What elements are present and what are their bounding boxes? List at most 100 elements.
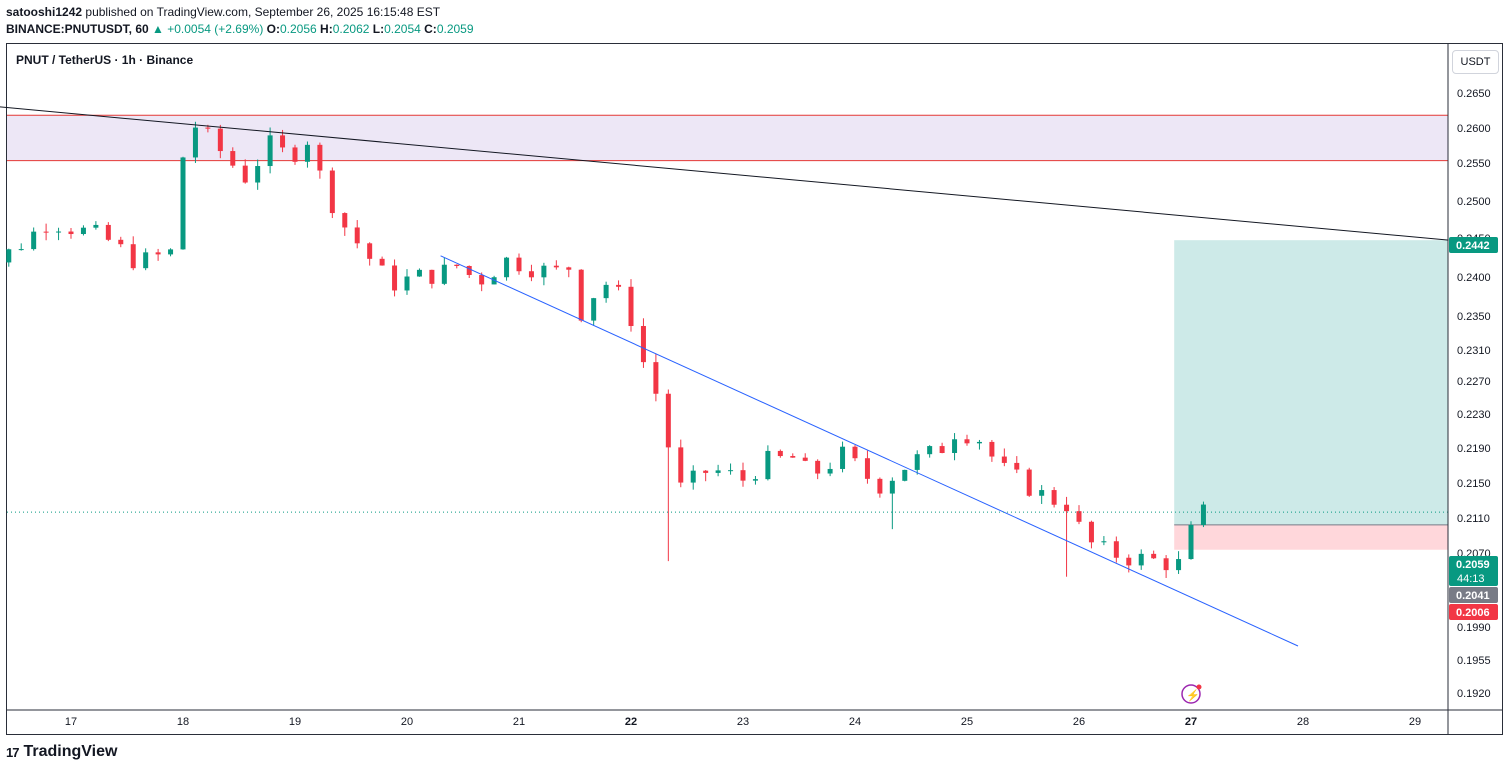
candle (230, 151, 236, 166)
current-price-label-box (1449, 556, 1498, 586)
y-tick-label: 0.1955 (1457, 655, 1491, 667)
candle (292, 147, 298, 162)
countdown-label: 44:13 (1457, 573, 1485, 585)
candle (1076, 511, 1082, 522)
candle (1051, 490, 1057, 505)
candle (367, 243, 373, 259)
candle (815, 460, 821, 474)
y-tick-label: 0.1990 (1457, 622, 1491, 634)
candle (317, 144, 323, 171)
candle (329, 170, 335, 214)
target-price-label-box (1449, 237, 1498, 253)
candle (192, 127, 198, 158)
candle (640, 326, 646, 363)
stop-zone (1174, 524, 1448, 550)
candle (528, 271, 534, 278)
candle (914, 454, 920, 470)
open-value: 0.2056 (280, 22, 317, 36)
candle (740, 470, 746, 481)
x-tick-label: 23 (737, 716, 749, 728)
candle (1064, 504, 1070, 512)
candle (964, 439, 970, 444)
candle (392, 265, 398, 291)
candle (280, 135, 286, 148)
candle (1151, 553, 1157, 559)
candle (927, 446, 933, 455)
y-tick-label: 0.2110 (1457, 513, 1490, 525)
candle (43, 231, 49, 233)
candle (728, 470, 734, 472)
candle (180, 157, 186, 250)
candle (155, 252, 161, 255)
candle (939, 446, 945, 454)
x-tick-label: 22 (625, 716, 637, 728)
open-label: O: (266, 22, 280, 36)
resistance-zone (7, 115, 1448, 161)
tradingview-brand[interactable]: 17 TradingView (6, 743, 117, 761)
candle (976, 441, 982, 444)
candle (80, 227, 86, 235)
current-price-label: 0.2059 (1456, 559, 1490, 571)
black-trendline (0, 106, 1449, 241)
y-tick-label: 0.2230 (1457, 409, 1491, 421)
candle (304, 144, 310, 162)
candle (118, 239, 124, 245)
candle (752, 479, 758, 481)
brand-name: TradingView (23, 743, 118, 760)
blue-trendline (440, 255, 1299, 647)
y-tick-label: 0.2500 (1457, 196, 1491, 208)
candle (578, 269, 584, 321)
y-tick-label: 0.2550 (1457, 158, 1491, 170)
candle (541, 265, 547, 278)
candle (404, 276, 410, 291)
publish-text: published on TradingView.com, September … (85, 5, 441, 19)
candle (678, 447, 684, 483)
y-tick-label: 0.2650 (1457, 88, 1491, 100)
x-tick-label: 20 (401, 716, 413, 728)
candle (255, 166, 261, 183)
x-tick-label: 18 (177, 716, 189, 728)
candle (802, 457, 808, 461)
candle (217, 128, 223, 152)
tradingview-logo-icon: 17 (6, 744, 20, 760)
candle (143, 252, 149, 269)
publish-info: satooshi1242 published on TradingView.co… (6, 5, 440, 19)
y-tick-label: 0.2600 (1457, 123, 1491, 135)
x-tick-label: 25 (961, 716, 973, 728)
candle (653, 362, 659, 394)
candle (18, 249, 24, 251)
candle (466, 265, 472, 275)
candle (1138, 553, 1144, 566)
candle (441, 264, 447, 284)
chart-frame[interactable] (6, 43, 1503, 735)
x-tick-label: 24 (849, 716, 861, 728)
candle (454, 264, 460, 266)
y-tick-label: 0.2400 (1457, 272, 1491, 284)
stop-price-label-box (1449, 604, 1498, 620)
x-tick-label: 27 (1185, 716, 1197, 728)
candle (864, 458, 870, 479)
high-label: H: (320, 22, 333, 36)
author-name[interactable]: satooshi1242 (6, 5, 83, 19)
candle (1014, 462, 1020, 470)
candle (379, 258, 385, 266)
candle (665, 393, 671, 448)
symbol-ohlc-line: BINANCE:PNUTUSDT, 60 ▲ +0.0054 (+2.69%) … (6, 22, 474, 36)
candle (93, 224, 99, 228)
x-tick-label: 17 (65, 716, 77, 728)
close-value: 0.2059 (436, 22, 474, 36)
candle (790, 456, 796, 458)
currency-unit-button[interactable]: USDT (1452, 50, 1499, 74)
candle (852, 446, 858, 459)
candle (902, 469, 908, 481)
x-tick-label: 21 (513, 716, 525, 728)
target-price-label: 0.2442 (1456, 240, 1490, 252)
candle (205, 127, 211, 129)
candle (56, 231, 62, 233)
candle (989, 441, 995, 457)
candle (504, 257, 510, 278)
y-tick-label: 0.2310 (1457, 345, 1491, 357)
candle (1039, 490, 1045, 496)
candle (703, 470, 709, 473)
